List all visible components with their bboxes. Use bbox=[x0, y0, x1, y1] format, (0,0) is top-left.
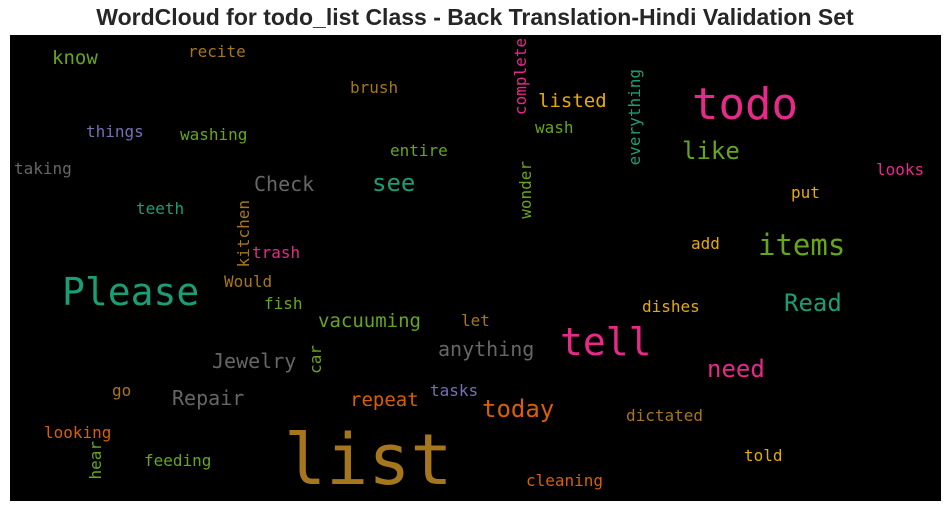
word-looks: looks bbox=[876, 160, 925, 179]
word-vacuuming: vacuuming bbox=[318, 310, 421, 332]
word-todo: todo bbox=[692, 79, 798, 130]
word-brush: brush bbox=[350, 78, 399, 97]
word-listed: listed bbox=[538, 90, 607, 112]
word-today: today bbox=[482, 395, 555, 423]
word-would: Would bbox=[224, 272, 273, 291]
word-anything: anything bbox=[438, 337, 535, 361]
word-wash: wash bbox=[535, 118, 574, 137]
word-recite: recite bbox=[188, 42, 246, 61]
word-dishes: dishes bbox=[642, 297, 700, 316]
word-entire: entire bbox=[390, 141, 448, 160]
word-let: let bbox=[461, 311, 490, 330]
word-add: add bbox=[691, 234, 720, 253]
word-need: need bbox=[707, 355, 765, 383]
word-feeding: feeding bbox=[144, 451, 212, 470]
word-things: things bbox=[86, 122, 144, 141]
word-taking: taking bbox=[14, 159, 72, 178]
word-trash: trash bbox=[252, 243, 301, 262]
word-cloud: list todo tell Please items today need l… bbox=[10, 35, 941, 501]
word-items: items bbox=[758, 228, 846, 262]
word-everything: everything bbox=[625, 69, 644, 166]
word-teeth: teeth bbox=[136, 199, 185, 218]
word-see: see bbox=[372, 169, 416, 197]
word-tell: tell bbox=[560, 320, 652, 364]
word-like: like bbox=[682, 137, 740, 165]
word-cleaning: cleaning bbox=[526, 471, 604, 490]
word-told: told bbox=[744, 446, 783, 465]
word-wonder: wonder bbox=[516, 161, 535, 219]
word-washing: washing bbox=[180, 125, 248, 144]
word-dictated: dictated bbox=[626, 406, 704, 425]
word-complete: complete bbox=[511, 38, 530, 116]
word-fish: fish bbox=[264, 294, 303, 313]
word-check: Check bbox=[254, 172, 315, 196]
word-go: go bbox=[112, 381, 132, 400]
word-please: Please bbox=[62, 270, 200, 314]
chart-title: WordCloud for todo_list Class - Back Tra… bbox=[96, 4, 854, 30]
word-tasks: tasks bbox=[430, 381, 479, 400]
word-list: list bbox=[284, 419, 453, 501]
word-car: car bbox=[306, 345, 325, 374]
word-read: Read bbox=[784, 289, 842, 317]
word-looking: looking bbox=[44, 423, 112, 442]
word-kitchen: kitchen bbox=[234, 200, 253, 268]
word-repair: Repair bbox=[172, 386, 245, 410]
word-hear: hear bbox=[86, 441, 105, 480]
word-jewelry: Jewelry bbox=[212, 349, 297, 373]
word-repeat: repeat bbox=[350, 389, 419, 411]
word-put: put bbox=[791, 183, 820, 202]
word-know: know bbox=[52, 47, 98, 69]
